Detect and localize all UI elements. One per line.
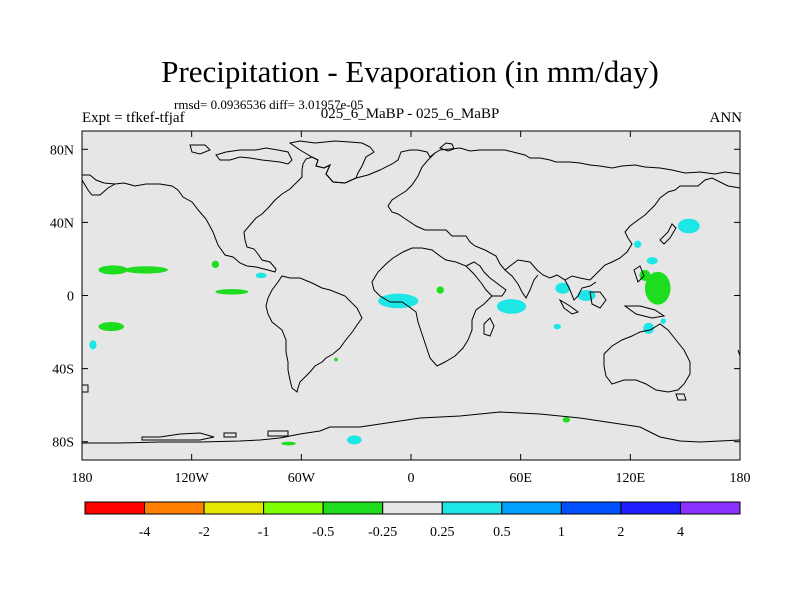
anomaly-patch (98, 265, 128, 275)
anomaly-patch (124, 266, 168, 274)
lon-axis: 180 120W 60W 0 60E 120E 180 (72, 131, 751, 486)
colorbar-label: 1 (558, 525, 565, 540)
coastline-svalbard (439, 142, 455, 152)
anomaly-patch (633, 240, 642, 248)
anomaly-patch (562, 417, 571, 423)
coastline-australia (603, 323, 691, 393)
lat-axis: 80N 40N 0 40S 80S (50, 143, 740, 451)
coastline-arabia (465, 261, 507, 297)
coastline-new-guinea (623, 305, 666, 319)
colorbar-label: -4 (139, 525, 151, 540)
colorbar-label: -2 (198, 525, 210, 540)
anomaly-patch (347, 435, 362, 445)
colorbar-bin (84, 501, 146, 515)
coastline-africa (371, 247, 493, 367)
colorbar-bin (144, 501, 205, 515)
experiment-label: Expt = tfkef-tfjaf (82, 110, 185, 126)
colorbar-label: -0.5 (312, 525, 334, 540)
colorbar-bin (560, 501, 622, 515)
coastline-new-zealand (737, 349, 740, 364)
coastline-arctic-islands (215, 147, 293, 165)
case-subtitle: 025_6_MaBP - 025_6_MaBP (320, 106, 500, 122)
anomaly-patch (496, 299, 527, 314)
coastline-europe-asia (387, 152, 740, 281)
anomaly-patch (646, 257, 658, 265)
anomaly-patch (644, 271, 671, 305)
coastline-alaska (82, 179, 116, 196)
anomaly-layer (89, 218, 700, 446)
anomaly-patch (334, 357, 338, 362)
anomaly-patch (89, 340, 97, 350)
colorbar-bin (263, 501, 324, 515)
colorbar-bin (322, 501, 384, 515)
coastline-india (504, 269, 539, 299)
anomaly-patch (211, 260, 220, 269)
colorbar-label: -0.25 (368, 525, 397, 540)
coastline-sumatra (558, 298, 580, 315)
colorbar-label: 0.25 (430, 525, 455, 540)
coastline-south-america (265, 275, 363, 393)
lon-tick-label: 60W (288, 471, 316, 486)
anomaly-patch (436, 286, 444, 294)
colorbar-bin (620, 501, 681, 515)
coastline-madagascar (483, 317, 495, 337)
coastline-antarctic-shelf (82, 384, 89, 393)
lat-tick-label: 80N (50, 143, 74, 158)
anomaly-patch (378, 293, 419, 309)
anomaly-patch (555, 282, 571, 294)
stats-label: rmsd= 0.0936536 diff= 3.01957e-05 (174, 97, 364, 112)
lat-tick-label: 0 (67, 290, 74, 305)
season-label: ANN (709, 110, 743, 126)
colorbar-bin (382, 501, 443, 515)
colorbar-label: 0.5 (493, 525, 511, 540)
coastline-se-asia (564, 279, 597, 301)
colorbar-bin (203, 501, 265, 515)
coastline-borneo (589, 291, 607, 309)
coastline-japan (659, 223, 677, 245)
colorbar-bin (679, 501, 741, 515)
anomaly-patch (215, 289, 249, 295)
colorbar-label: -1 (258, 525, 270, 540)
plot-title: Precipitation - Evaporation (in mm/day) (161, 54, 659, 89)
anomaly-patch (660, 318, 666, 324)
lon-tick-label: 180 (72, 471, 93, 486)
lat-tick-label: 40N (50, 216, 74, 231)
coastline-antarctic-island (223, 432, 237, 438)
coastlines (82, 140, 740, 444)
anomaly-patch (677, 218, 700, 234)
lat-tick-label: 80S (52, 436, 74, 451)
lon-tick-label: 0 (408, 471, 415, 486)
coastline-greenland (288, 140, 375, 184)
anomaly-patch (553, 323, 561, 330)
colorbar: -4 -2 -1 -0.5 -0.25 0.25 0.5 1 2 4 (84, 501, 741, 540)
coastline-philippines (633, 265, 645, 283)
anomaly-patch (255, 272, 267, 279)
lat-tick-label: 40S (52, 363, 74, 378)
colorbar-label: 4 (677, 525, 684, 540)
lon-tick-label: 180 (730, 471, 751, 486)
coastline-antarctic-peninsula (141, 432, 215, 441)
coastline-tasmania (675, 393, 687, 401)
coastline-antarctica (82, 411, 740, 444)
coastline-antarctic-island-2 (267, 430, 289, 437)
colorbar-label: 2 (617, 525, 624, 540)
colorbar-bin (441, 501, 503, 515)
anomaly-patch (281, 441, 296, 446)
colorbar-bin (501, 501, 562, 515)
lon-tick-label: 120W (175, 471, 210, 486)
lon-tick-label: 60E (509, 471, 532, 486)
coastline-arctic-islands-2 (189, 144, 211, 155)
anomaly-patch (98, 322, 125, 332)
lon-tick-label: 120E (616, 471, 646, 486)
